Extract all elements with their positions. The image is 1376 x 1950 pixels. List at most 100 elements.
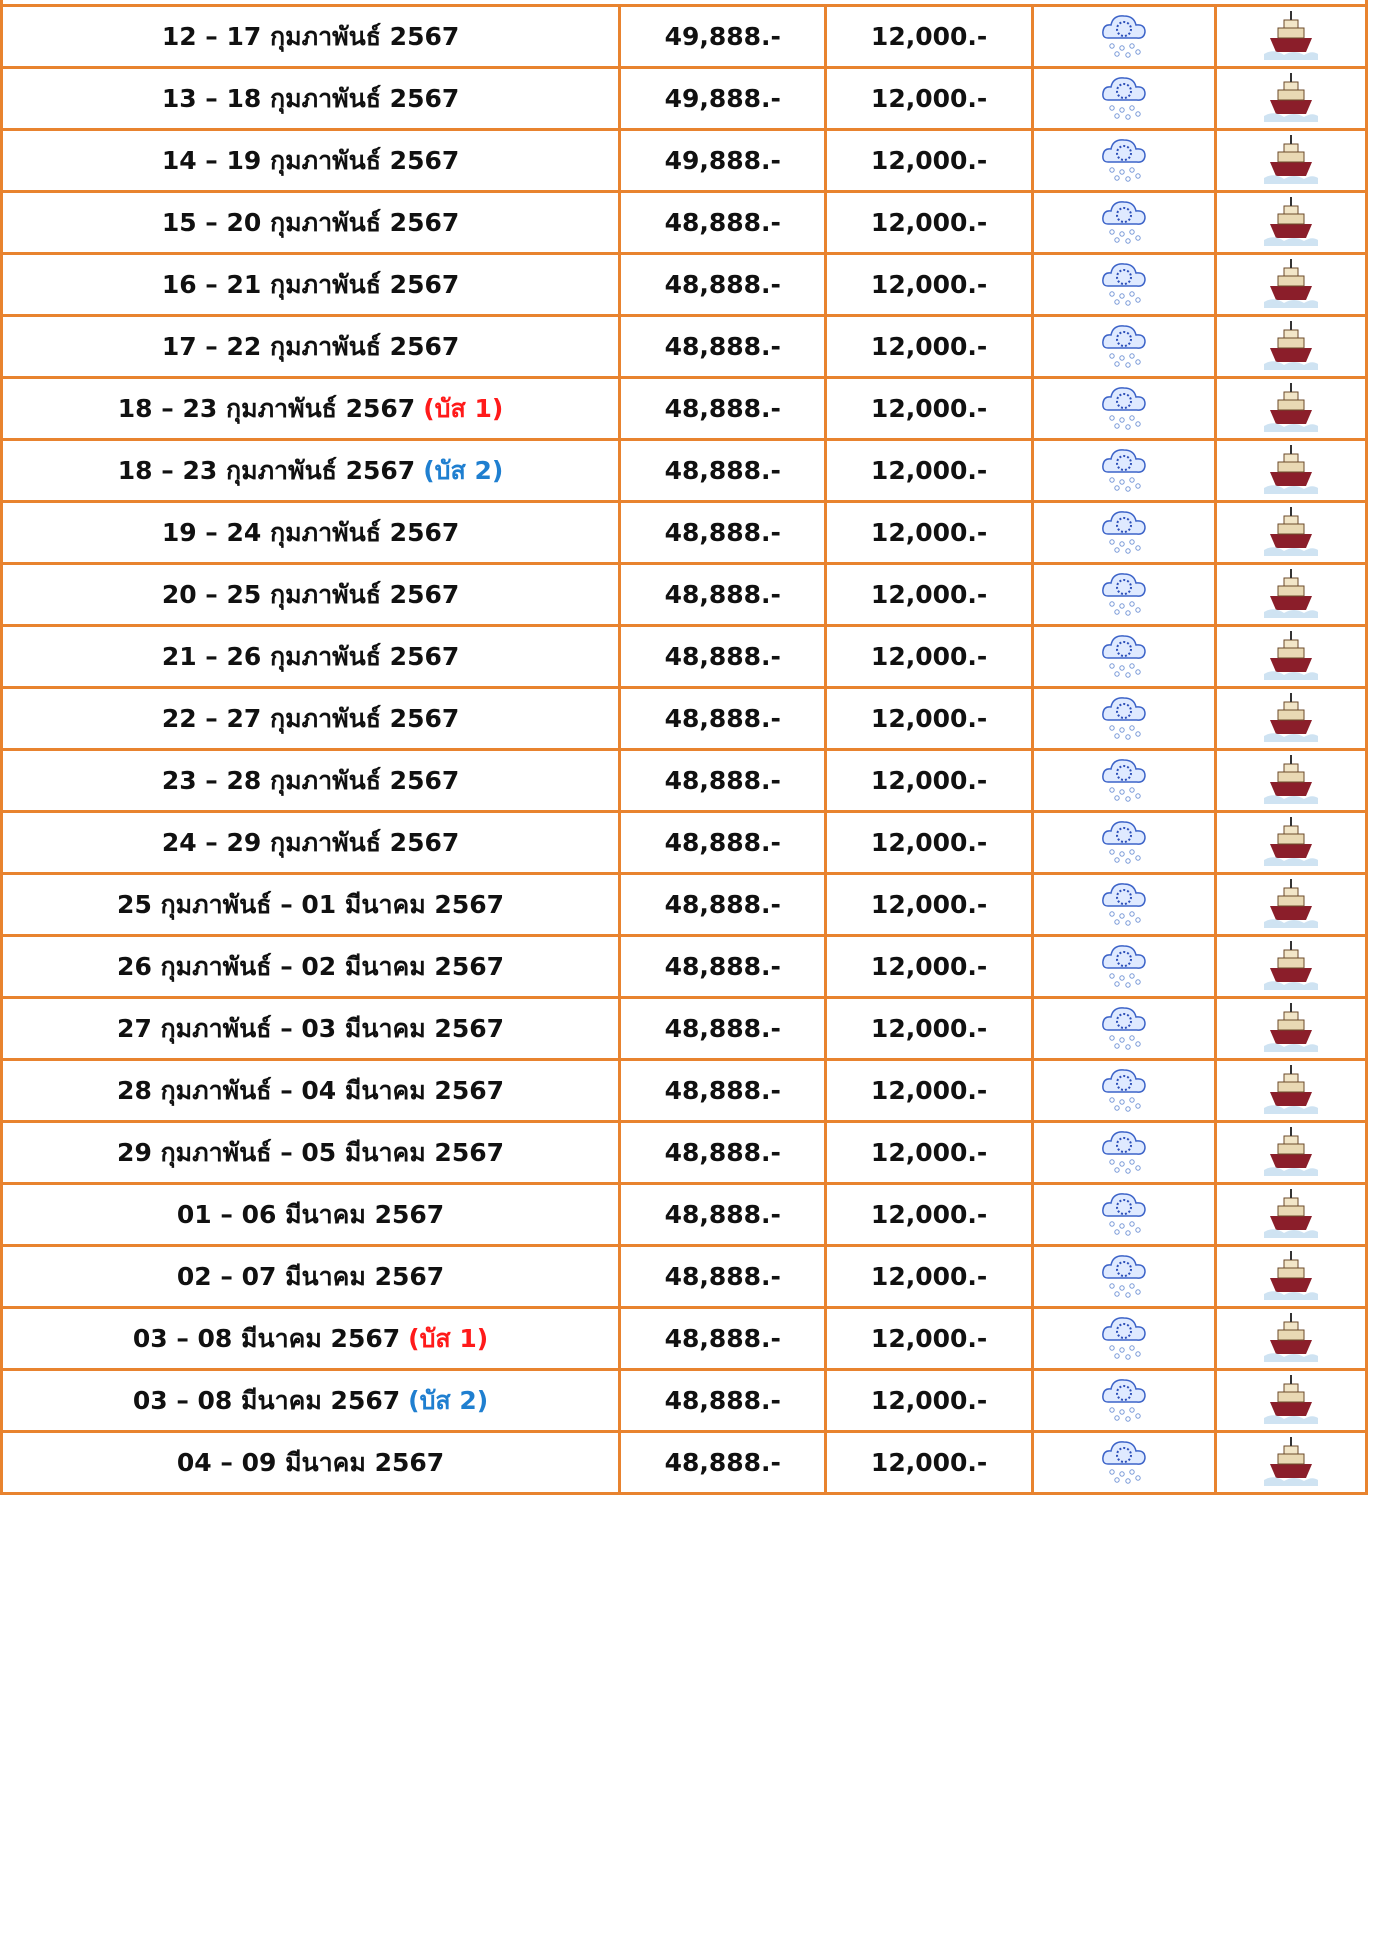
ship-deck	[1278, 276, 1304, 286]
snow-dot	[1130, 43, 1134, 47]
ship-icon	[1262, 504, 1320, 556]
ice	[1264, 1229, 1318, 1238]
table-row: 21 – 26 กุมภาพันธ์ 256748,888.-12,000.-	[2, 626, 1367, 688]
ship-icon	[1262, 752, 1320, 804]
snow-dot	[1136, 1413, 1140, 1417]
ship-icon	[1262, 1248, 1320, 1300]
ship-bridge	[1284, 1322, 1298, 1330]
ship-hull	[1270, 968, 1312, 982]
price-cell: 48,888.-	[620, 1122, 826, 1184]
extra-cell: 12,000.-	[826, 6, 1032, 68]
snow-dot	[1136, 297, 1140, 301]
snow-dot	[1110, 725, 1114, 729]
snow-dot	[1126, 920, 1130, 924]
snow-dot	[1126, 1354, 1130, 1358]
extra-text: 12,000.-	[871, 146, 987, 175]
cloud-shape	[1103, 1317, 1145, 1339]
snow-cell	[1032, 1060, 1215, 1122]
extra-text: 12,000.-	[871, 1324, 987, 1353]
extra-cell: 12,000.-	[826, 1370, 1032, 1432]
cloud-shape	[1103, 945, 1145, 967]
snow-icon	[1098, 1372, 1150, 1424]
extra-cell: 12,000.-	[826, 1432, 1032, 1494]
ice	[1264, 361, 1318, 370]
price-text: 49,888.-	[665, 146, 781, 175]
snow-dot	[1120, 293, 1124, 297]
table-wrapper: 12 – 17 กุมภาพันธ์ 256749,888.-12,000.-1…	[0, 0, 1376, 1950]
snow-icon	[1098, 1434, 1150, 1486]
ship-icon	[1262, 876, 1320, 928]
ship-icon	[1262, 194, 1320, 246]
ship-cell	[1215, 812, 1366, 874]
ship-deck	[1278, 896, 1304, 906]
price-text: 48,888.-	[665, 1448, 781, 1477]
ship-hull	[1270, 534, 1312, 548]
ship-cell	[1215, 1370, 1366, 1432]
snow-dot	[1130, 1221, 1134, 1225]
snow-icon	[1098, 318, 1150, 370]
price-text: 48,888.-	[665, 1076, 781, 1105]
snow-dot	[1136, 49, 1140, 53]
snow-icon	[1098, 380, 1150, 432]
snow-dot	[1130, 1035, 1134, 1039]
snow-dot	[1110, 911, 1114, 915]
extra-cell: 12,000.-	[826, 254, 1032, 316]
snow-cell	[1032, 316, 1215, 378]
ship-bridge	[1284, 764, 1298, 772]
ice	[1264, 547, 1318, 556]
snow-icon	[1098, 628, 1150, 680]
date-cell: 18 – 23 กุมภาพันธ์ 2567(บัส 1)	[2, 378, 620, 440]
price-text: 48,888.-	[665, 1200, 781, 1229]
price-cell: 48,888.-	[620, 626, 826, 688]
ship-mast	[1290, 73, 1292, 82]
snow-cell	[1032, 998, 1215, 1060]
price-text: 48,888.-	[665, 1386, 781, 1415]
extra-text: 12,000.-	[871, 952, 987, 981]
ship-bridge	[1284, 888, 1298, 896]
ship-icon	[1262, 132, 1320, 184]
snow-dot	[1130, 849, 1134, 853]
ship-icon	[1262, 814, 1320, 866]
ship-icon	[1262, 1310, 1320, 1362]
snow-dot	[1115, 237, 1119, 241]
ice	[1264, 175, 1318, 184]
price-text: 48,888.-	[665, 518, 781, 547]
snow-dot	[1110, 849, 1114, 853]
ship-mast	[1290, 941, 1292, 950]
ship-cell	[1215, 874, 1366, 936]
snow-icon	[1098, 1186, 1150, 1238]
extra-text: 12,000.-	[871, 394, 987, 423]
ship-hull	[1270, 100, 1312, 114]
ship-cell	[1215, 1060, 1366, 1122]
cloud-shape	[1103, 77, 1145, 99]
cloud-shape	[1103, 201, 1145, 223]
snow-dot	[1136, 1289, 1140, 1293]
snow-dot	[1115, 423, 1119, 427]
snow-dot	[1126, 734, 1130, 738]
ship-hull	[1270, 596, 1312, 610]
snow-icon	[1098, 256, 1150, 308]
snow-dot	[1130, 477, 1134, 481]
ship-hull	[1270, 782, 1312, 796]
snow-dot	[1130, 1345, 1134, 1349]
price-text: 48,888.-	[665, 394, 781, 423]
snow-cell	[1032, 936, 1215, 998]
ship-hull	[1270, 410, 1312, 424]
price-cell: 48,888.-	[620, 998, 826, 1060]
snow-dot	[1115, 1167, 1119, 1171]
snow-dot	[1126, 1478, 1130, 1482]
snow-dot	[1115, 1291, 1119, 1295]
ship-icon	[1262, 1000, 1320, 1052]
ship-cell	[1215, 502, 1366, 564]
snow-dot	[1115, 1415, 1119, 1419]
date-cell: 04 – 09 มีนาคม 2567	[2, 1432, 620, 1494]
extra-cell: 12,000.-	[826, 68, 1032, 130]
date-cell: 20 – 25 กุมภาพันธ์ 2567	[2, 564, 620, 626]
table-row: 14 – 19 กุมภาพันธ์ 256749,888.-12,000.-	[2, 130, 1367, 192]
ship-bridge	[1284, 516, 1298, 524]
price-cell: 48,888.-	[620, 1246, 826, 1308]
snow-icon	[1098, 1310, 1150, 1362]
ship-icon	[1262, 1124, 1320, 1176]
ship-hull	[1270, 1402, 1312, 1416]
price-cell: 49,888.-	[620, 6, 826, 68]
